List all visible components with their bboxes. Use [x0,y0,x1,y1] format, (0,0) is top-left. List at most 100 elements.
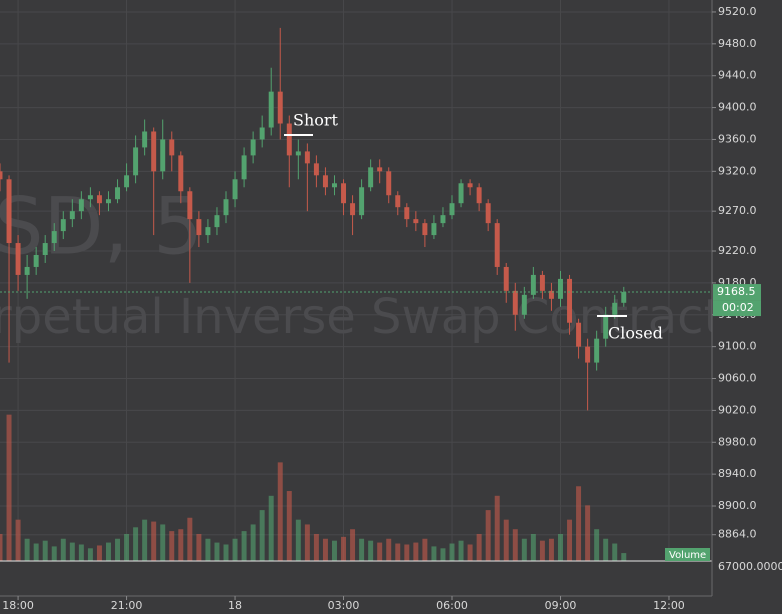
candle-body [232,179,238,200]
volume-bar [178,529,184,561]
candle-body [485,203,491,224]
candle-body [494,223,500,267]
candle-body [558,278,563,299]
watermark-name: rpetual Inverse Swap Contract [0,289,722,345]
candle-body [24,266,30,275]
candle-body [313,163,319,176]
candle-body [250,139,256,156]
candle-body [214,215,220,228]
y-tick-label: 9520.0 [718,5,757,18]
candle-body [69,211,75,220]
volume-bar [422,538,428,561]
volume-pane [0,414,627,561]
axes: 9520.0 9480.0 9440.0 9400.0 9360.0 9320.0 9270… [0,5,782,612]
candle-body [96,195,102,204]
y-tick-label: 9400.0 [718,101,757,114]
candle-body [395,195,401,208]
volume-bar [467,544,473,561]
volume-bar [60,538,66,561]
volume-bar [214,542,220,561]
y-tick-label: 9320.0 [718,164,757,177]
volume-bar [585,505,591,561]
volume-bar [151,521,157,561]
volume-bar [512,529,518,561]
y-tick-label: 9270.0 [718,204,757,217]
volume-bar [594,529,600,561]
candle-body [196,219,202,236]
candle-body [341,183,347,204]
candle-body [594,338,600,363]
candle-body [359,187,365,216]
volume-bar [196,533,202,561]
candle-body [15,243,21,275]
candle-body [576,322,582,347]
candle-body [621,292,627,303]
volume-bar [87,548,93,561]
volume-bar [15,519,21,561]
volume-bar [259,510,265,561]
last-price-label: 9168.5 [717,285,756,298]
volume-bar [313,533,319,561]
volume-bar [548,538,554,561]
candle-body [548,290,554,299]
candle-body [440,215,446,224]
candle-body [124,175,130,188]
candle-body [187,191,193,220]
candle-body [458,183,464,204]
candle-body [612,302,618,315]
candle-body [241,155,247,180]
volume-bar [558,533,563,561]
annotation: Closed [608,324,663,343]
candle-body [539,274,545,291]
x-tick-label: 18:00 [2,599,34,612]
volume-bar [169,531,175,561]
candle-body [567,278,573,323]
last-price-box [713,284,761,301]
candle-body [467,183,473,188]
volume-bar [521,538,527,561]
volume-bar [331,540,337,561]
volume-bar [350,529,356,561]
candle-body [151,131,157,172]
candle-body [404,207,410,220]
volume-bar [232,538,238,561]
volume-bar [413,542,419,561]
candle-body [277,91,283,124]
volume-bar [96,545,102,561]
volume-bar [133,527,139,561]
candle-body [431,223,437,236]
candle-body [350,203,356,216]
countdown-box [713,300,761,317]
candle-body [322,175,328,188]
candle-body [160,139,166,172]
volume-bar [187,517,193,561]
candle-body [51,231,57,244]
candle-body [105,199,111,204]
volume-bar [431,546,437,561]
volume-bar [404,544,410,561]
x-tick-label: 12:00 [653,599,685,612]
candle-body [133,147,139,176]
candle-body [0,171,3,180]
volume-bar [304,524,310,561]
volume-bar [359,538,365,561]
candle-body [503,266,509,291]
volume-label: Volume [669,550,706,561]
volume-bar [386,538,392,561]
volume-bar [33,543,39,561]
volume-bar [603,538,609,561]
candle-body [87,195,93,200]
x-tick-label: 21:00 [111,599,143,612]
y-tick-label: 8900.0 [718,499,757,512]
candle-body [377,167,383,172]
candle-body [585,346,591,363]
volume-bar [160,524,166,561]
candle-body [115,187,121,200]
volume-bar [539,540,545,561]
volume-bar [42,540,48,561]
candle-body [223,199,229,216]
watermark: SD, 5 rpetual Inverse Swap Contract [0,182,722,345]
volume-bar [6,414,12,561]
